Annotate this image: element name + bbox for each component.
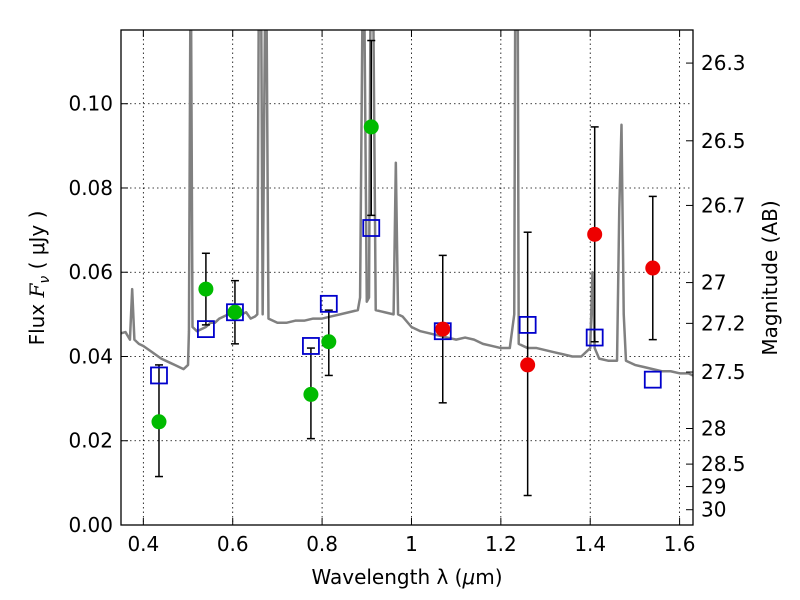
y-tick-label: 0.08 xyxy=(68,176,113,200)
x-tick-label: 1.2 xyxy=(485,532,517,556)
model-flux-square xyxy=(585,328,604,347)
y-tick-label: 0.02 xyxy=(68,429,113,453)
model-flux-square xyxy=(319,294,338,313)
y2-tick-label: 27.5 xyxy=(701,360,746,384)
model-flux-square xyxy=(518,315,537,334)
axes: 0.4 0.6 0.8 1 1.2 1.4 1.6 0.00 0.02 0.04 0.06 0.08 0… xyxy=(68,30,746,556)
y2-tick-label: 26.7 xyxy=(701,193,746,217)
observed-nir-point xyxy=(435,321,451,337)
model-flux-square xyxy=(197,320,215,339)
x-tick-label: 0.4 xyxy=(127,532,159,556)
error-bars xyxy=(154,39,657,497)
y-tick-label: 0.06 xyxy=(68,260,113,284)
y-tick-label: 0.04 xyxy=(68,344,113,368)
observed-nir-point xyxy=(520,357,536,373)
grid-lines xyxy=(121,30,693,526)
y2-tick-label: 29 xyxy=(701,475,726,499)
y2-tick-label: 27.2 xyxy=(701,311,746,335)
plot-frame xyxy=(120,29,694,526)
y-axis-label: Flux Fν ( μJy ) xyxy=(25,211,53,346)
observed-optical-point xyxy=(303,386,319,402)
x-axis-label: Wavelength λ (μm) xyxy=(311,565,502,589)
markers xyxy=(150,119,662,430)
model-flux-square xyxy=(362,219,381,237)
y-tick-label: 0.00 xyxy=(68,513,113,537)
y2-tick-label: 27 xyxy=(701,271,726,295)
x-tick-label: 1 xyxy=(405,532,418,556)
x-tick-label: 1.4 xyxy=(574,532,606,556)
observed-optical-point xyxy=(227,304,243,320)
model-flux-square xyxy=(643,370,662,389)
model-flux-square xyxy=(150,366,168,385)
observed-optical-point xyxy=(151,414,167,430)
x-tick-label: 0.8 xyxy=(306,532,338,556)
observed-optical-point xyxy=(363,119,379,135)
y2-tick-label: 28.5 xyxy=(701,452,746,476)
y2-tick-label: 26.3 xyxy=(701,51,746,75)
model-flux-square xyxy=(226,303,244,322)
model-flux-square xyxy=(302,337,320,355)
x-tick-label: 1.6 xyxy=(664,532,696,556)
observed-nir-point xyxy=(587,226,603,242)
observed-optical-point xyxy=(321,334,337,350)
y-tick-label: 0.10 xyxy=(68,92,113,116)
y2-axis-label: Magnitude (AB) xyxy=(758,200,782,355)
model-sed-line xyxy=(121,30,693,377)
y2-tick-label: 30 xyxy=(701,498,726,522)
observed-optical-point xyxy=(198,281,214,297)
y2-tick-label: 28 xyxy=(701,416,726,440)
y2-tick-label: 26.5 xyxy=(701,129,746,153)
observed-nir-point xyxy=(645,260,661,276)
x-tick-label: 0.6 xyxy=(217,532,249,556)
data-area xyxy=(121,30,693,377)
